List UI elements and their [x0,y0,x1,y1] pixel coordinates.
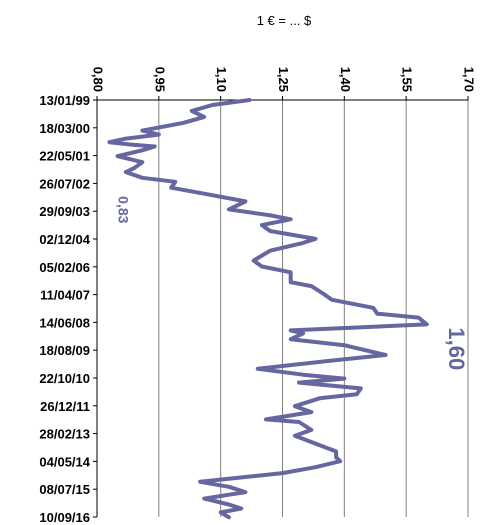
date-tick-label: 22/05/01 [39,149,90,164]
date-tick-label: 05/02/06 [39,260,90,275]
date-tick-label: 13/01/99 [39,93,90,108]
gridlines [158,100,469,517]
date-tick-label: 28/02/13 [39,427,90,442]
value-tick-labels: 0,80 0,95 1,10 1,25 1,40 1,55 1,70 [91,67,477,100]
date-tick-label: 26/07/02 [39,176,90,191]
date-tick-label: 29/09/03 [39,204,90,219]
date-tick-label: 11/04/07 [40,288,90,303]
value-tick-label: 0,80 [91,67,106,92]
chart-title: 1 € = ... $ [257,13,312,28]
date-tick-label: 18/03/00 [39,121,90,136]
date-tick-label: 04/05/14 [39,454,90,469]
value-tick-label: 1,70 [462,67,477,92]
value-tick-label: 1,25 [276,67,291,92]
date-tick-label: 10/09/16 [39,510,90,525]
series-line-eur-usd [107,98,429,520]
date-tick-label: 26/12/11 [40,399,90,414]
annotation-min-value: 0,83 [115,196,131,223]
value-tick-label: 1,40 [338,67,353,92]
date-tick-label: 18/08/09 [39,343,90,358]
date-tick-label: 22/10/10 [39,371,90,386]
date-tick-label: 02/12/04 [39,232,90,247]
date-tick-label: 14/06/08 [39,315,90,330]
value-tick-label: 0,95 [152,67,167,92]
value-tick-label: 1,10 [214,67,229,92]
date-tick-labels: 13/01/99 18/03/00 22/05/01 26/07/02 29/09/03… [39,93,97,525]
annotation-max-value: 1,60 [444,327,469,370]
value-tick-label: 1,55 [400,67,415,92]
date-tick-label: 08/07/15 [39,482,90,497]
